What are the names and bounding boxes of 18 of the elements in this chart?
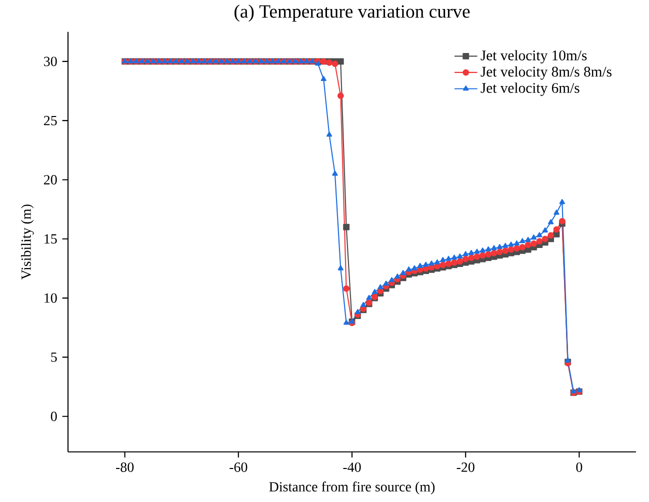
x-axis-title: Distance from fire source (m)	[269, 482, 435, 494]
y-tick-label: 30	[44, 56, 57, 66]
x-tick-label: -40	[343, 462, 361, 472]
x-tick-label: -80	[116, 462, 134, 472]
x-tick-label: -60	[230, 462, 248, 472]
y-tick-label: 5	[51, 352, 57, 362]
legend-label: Jet velocity 10m/s	[480, 50, 587, 64]
y-tick-label: 15	[44, 234, 57, 244]
legend-label: Jet velocity 6m/s	[480, 82, 580, 96]
legend-label: Jet velocity 8m/s 8m/s	[480, 66, 612, 80]
y-tick-label: 0	[50, 412, 57, 422]
y-tick-label: 20	[44, 175, 57, 185]
y-tick-label: 10	[44, 293, 57, 303]
chart-title: (a) Temperature variation curve	[234, 4, 470, 22]
x-tick-label: -20	[456, 462, 474, 472]
y-tick-label: 25	[44, 116, 57, 126]
y-axis-title: Visibility (m)	[21, 204, 34, 280]
x-tick-label: 0	[576, 462, 582, 472]
